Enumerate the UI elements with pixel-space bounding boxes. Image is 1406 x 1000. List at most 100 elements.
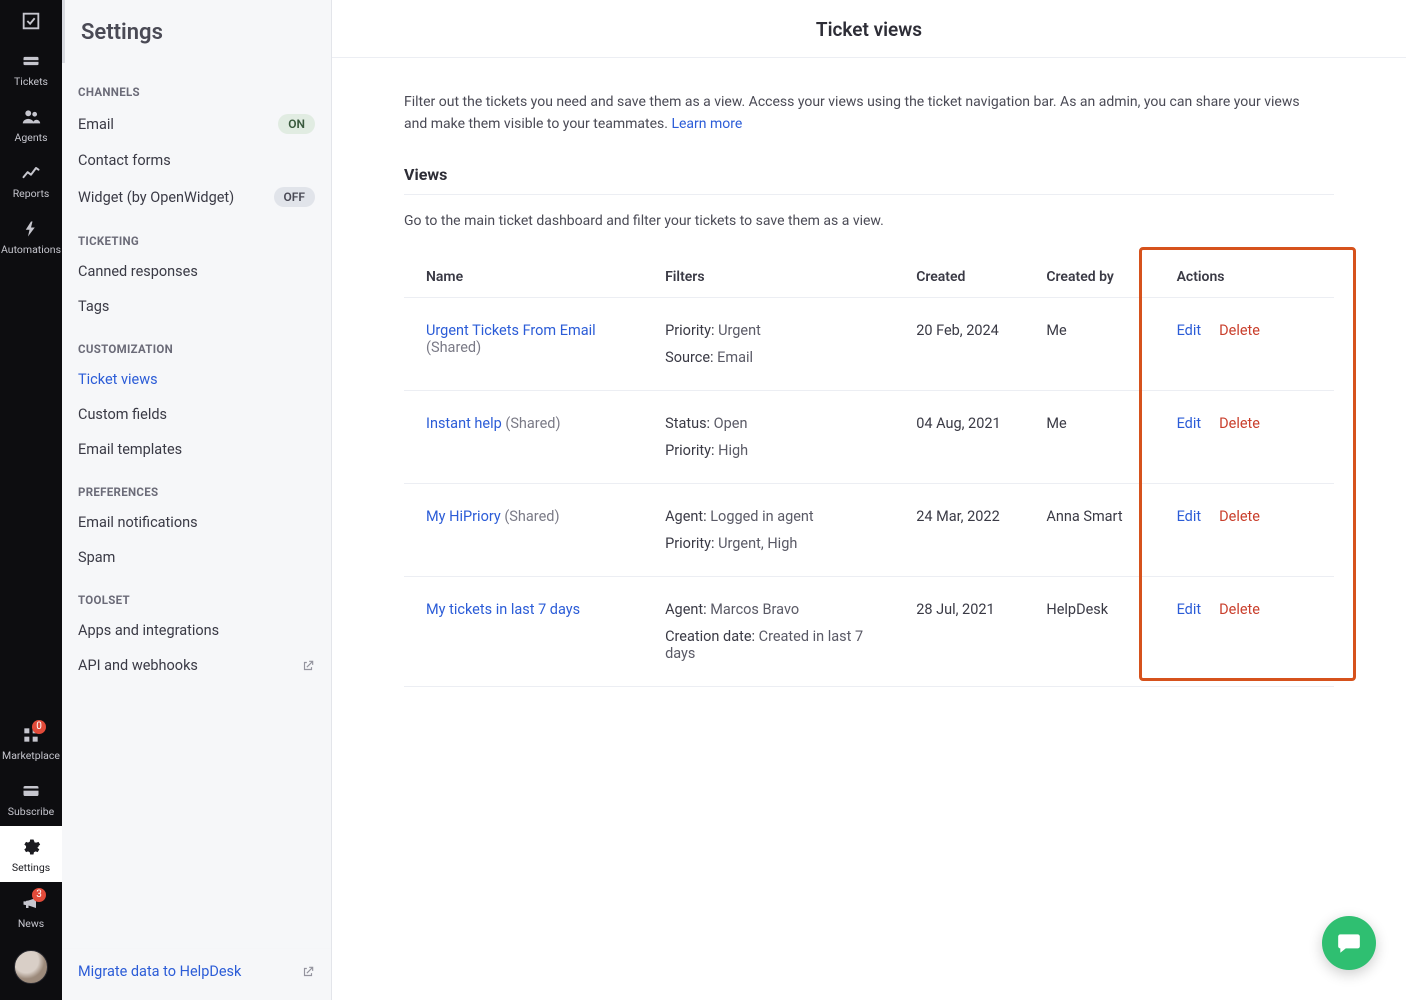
- col-actions: Actions: [1167, 257, 1334, 298]
- edit-button[interactable]: Edit: [1177, 415, 1202, 432]
- filter-value: Logged in agent: [710, 508, 813, 525]
- side-link-ticket-views[interactable]: Ticket views: [62, 362, 331, 397]
- filter-key: Agent:: [665, 601, 710, 618]
- rail-item-marketplace[interactable]: Marketplace0: [0, 714, 62, 770]
- view-name-link[interactable]: Urgent Tickets From Email: [426, 322, 596, 339]
- external-link-icon: [301, 659, 315, 673]
- filter-line: Creation date: Created in last 7 days: [665, 628, 896, 662]
- learn-more-link[interactable]: Learn more: [671, 116, 742, 132]
- view-name-link[interactable]: My tickets in last 7 days: [426, 601, 580, 618]
- created-by-cell: HelpDesk: [1036, 577, 1166, 687]
- delete-button[interactable]: Delete: [1219, 508, 1260, 525]
- filter-value: Urgent: [718, 322, 761, 339]
- side-link-contact-forms[interactable]: Contact forms: [62, 143, 331, 178]
- actions-cell: Edit Delete: [1167, 298, 1334, 391]
- created-cell: 20 Feb, 2024: [906, 298, 1036, 391]
- rail-item-logo[interactable]: [0, 0, 62, 40]
- actions-cell: Edit Delete: [1167, 484, 1334, 577]
- filter-line: Agent: Logged in agent: [665, 508, 896, 525]
- created-cell: 04 Aug, 2021: [906, 391, 1036, 484]
- agents-icon: [20, 106, 42, 128]
- filters-cell: Agent: Marcos Bravo Creation date: Create…: [655, 577, 906, 687]
- filter-key: Creation date:: [665, 628, 759, 645]
- side-link-label: API and webhooks: [78, 657, 198, 674]
- settings-sidebar: Settings CHANNELSEmailONContact formsWid…: [62, 0, 332, 1000]
- side-link-label: Custom fields: [78, 406, 167, 423]
- rail-spacer: [0, 264, 62, 714]
- filter-value: Email: [717, 349, 753, 366]
- side-link-widget[interactable]: Widget (by OpenWidget)OFF: [62, 178, 331, 216]
- side-link-api[interactable]: API and webhooks: [62, 648, 331, 683]
- filter-value: Marcos Bravo: [710, 601, 799, 618]
- view-name-link[interactable]: Instant help: [426, 415, 502, 432]
- side-link-label: Email templates: [78, 441, 182, 458]
- ticket-icon: [20, 50, 42, 72]
- side-group-channels: CHANNELS: [62, 67, 331, 105]
- rail-item-agents[interactable]: Agents: [0, 96, 62, 152]
- rail-label: Tickets: [14, 75, 48, 88]
- side-link-apps[interactable]: Apps and integrations: [62, 613, 331, 648]
- filter-key: Priority:: [665, 535, 718, 552]
- settings-nav: CHANNELSEmailONContact formsWidget (by O…: [62, 63, 331, 948]
- rail-item-settings[interactable]: Settings: [0, 826, 62, 882]
- side-link-label: Tags: [78, 298, 109, 315]
- main-panel: Ticket views Filter out the tickets you …: [332, 0, 1406, 1000]
- col-created: Created: [906, 257, 1036, 298]
- side-link-label: Spam: [78, 549, 115, 566]
- side-group-customization: CUSTOMIZATION: [62, 324, 331, 362]
- delete-button[interactable]: Delete: [1219, 601, 1260, 618]
- side-link-label: Canned responses: [78, 263, 198, 280]
- rail-item-reports[interactable]: Reports: [0, 152, 62, 208]
- filter-line: Priority: Urgent, High: [665, 535, 896, 552]
- delete-button[interactable]: Delete: [1219, 322, 1260, 339]
- side-link-spam[interactable]: Spam: [62, 540, 331, 575]
- side-link-canned[interactable]: Canned responses: [62, 254, 331, 289]
- external-link-icon: [301, 965, 315, 979]
- filter-value: Open: [714, 415, 748, 432]
- delete-button[interactable]: Delete: [1219, 415, 1260, 432]
- rail-item-news[interactable]: News3: [0, 882, 62, 938]
- filter-line: Priority: High: [665, 442, 896, 459]
- views-table-wrap: Name Filters Created Created by Actions …: [404, 257, 1334, 687]
- actions-cell: Edit Delete: [1167, 391, 1334, 484]
- rail-label: Agents: [15, 131, 48, 144]
- app-rail: Tickets Agents Reports Automations Marketpl…: [0, 0, 62, 1000]
- check-icon: [20, 10, 42, 32]
- table-header-row: Name Filters Created Created by Actions: [404, 257, 1334, 298]
- shared-label: (Shared): [426, 339, 481, 356]
- rail-item-automations[interactable]: Automations: [0, 208, 62, 264]
- filter-line: Agent: Marcos Bravo: [665, 601, 896, 618]
- side-link-email-templates[interactable]: Email templates: [62, 432, 331, 467]
- migrate-link[interactable]: Migrate data to HelpDesk: [78, 963, 241, 980]
- col-created-by: Created by: [1036, 257, 1166, 298]
- view-name-link[interactable]: My HiPriory: [426, 508, 501, 525]
- views-heading: Views: [404, 165, 1334, 195]
- chat-fab[interactable]: [1322, 916, 1376, 970]
- card-icon: [20, 780, 42, 802]
- rail-label: Settings: [12, 861, 50, 874]
- side-link-email-notifications[interactable]: Email notifications: [62, 505, 331, 540]
- edit-button[interactable]: Edit: [1177, 508, 1202, 525]
- table-row: Instant help (Shared)Status: OpenPriorit…: [404, 391, 1334, 484]
- side-group-ticketing: TICKETING: [62, 216, 331, 254]
- side-link-tags[interactable]: Tags: [62, 289, 331, 324]
- rail-badge: 3: [32, 888, 46, 902]
- side-link-custom-fields[interactable]: Custom fields: [62, 397, 331, 432]
- edit-button[interactable]: Edit: [1177, 601, 1202, 618]
- edit-button[interactable]: Edit: [1177, 322, 1202, 339]
- intro-text: Filter out the tickets you need and save…: [404, 92, 1324, 135]
- rail-item-subscribe[interactable]: Subscribe: [0, 770, 62, 826]
- rail-item-tickets[interactable]: Tickets: [0, 40, 62, 96]
- status-pill: OFF: [274, 187, 315, 207]
- shared-label: (Shared): [502, 415, 561, 432]
- side-link-email[interactable]: EmailON: [62, 105, 331, 143]
- filter-value: Urgent, High: [718, 535, 797, 552]
- rail-label: Reports: [13, 187, 50, 200]
- actions-cell: Edit Delete: [1167, 577, 1334, 687]
- views-table: Name Filters Created Created by Actions …: [404, 257, 1334, 687]
- created-by-cell: Anna Smart: [1036, 484, 1166, 577]
- filter-line: Source: Email: [665, 349, 896, 366]
- filter-key: Priority:: [665, 442, 718, 459]
- gear-icon: [20, 836, 42, 858]
- user-avatar[interactable]: [14, 950, 48, 984]
